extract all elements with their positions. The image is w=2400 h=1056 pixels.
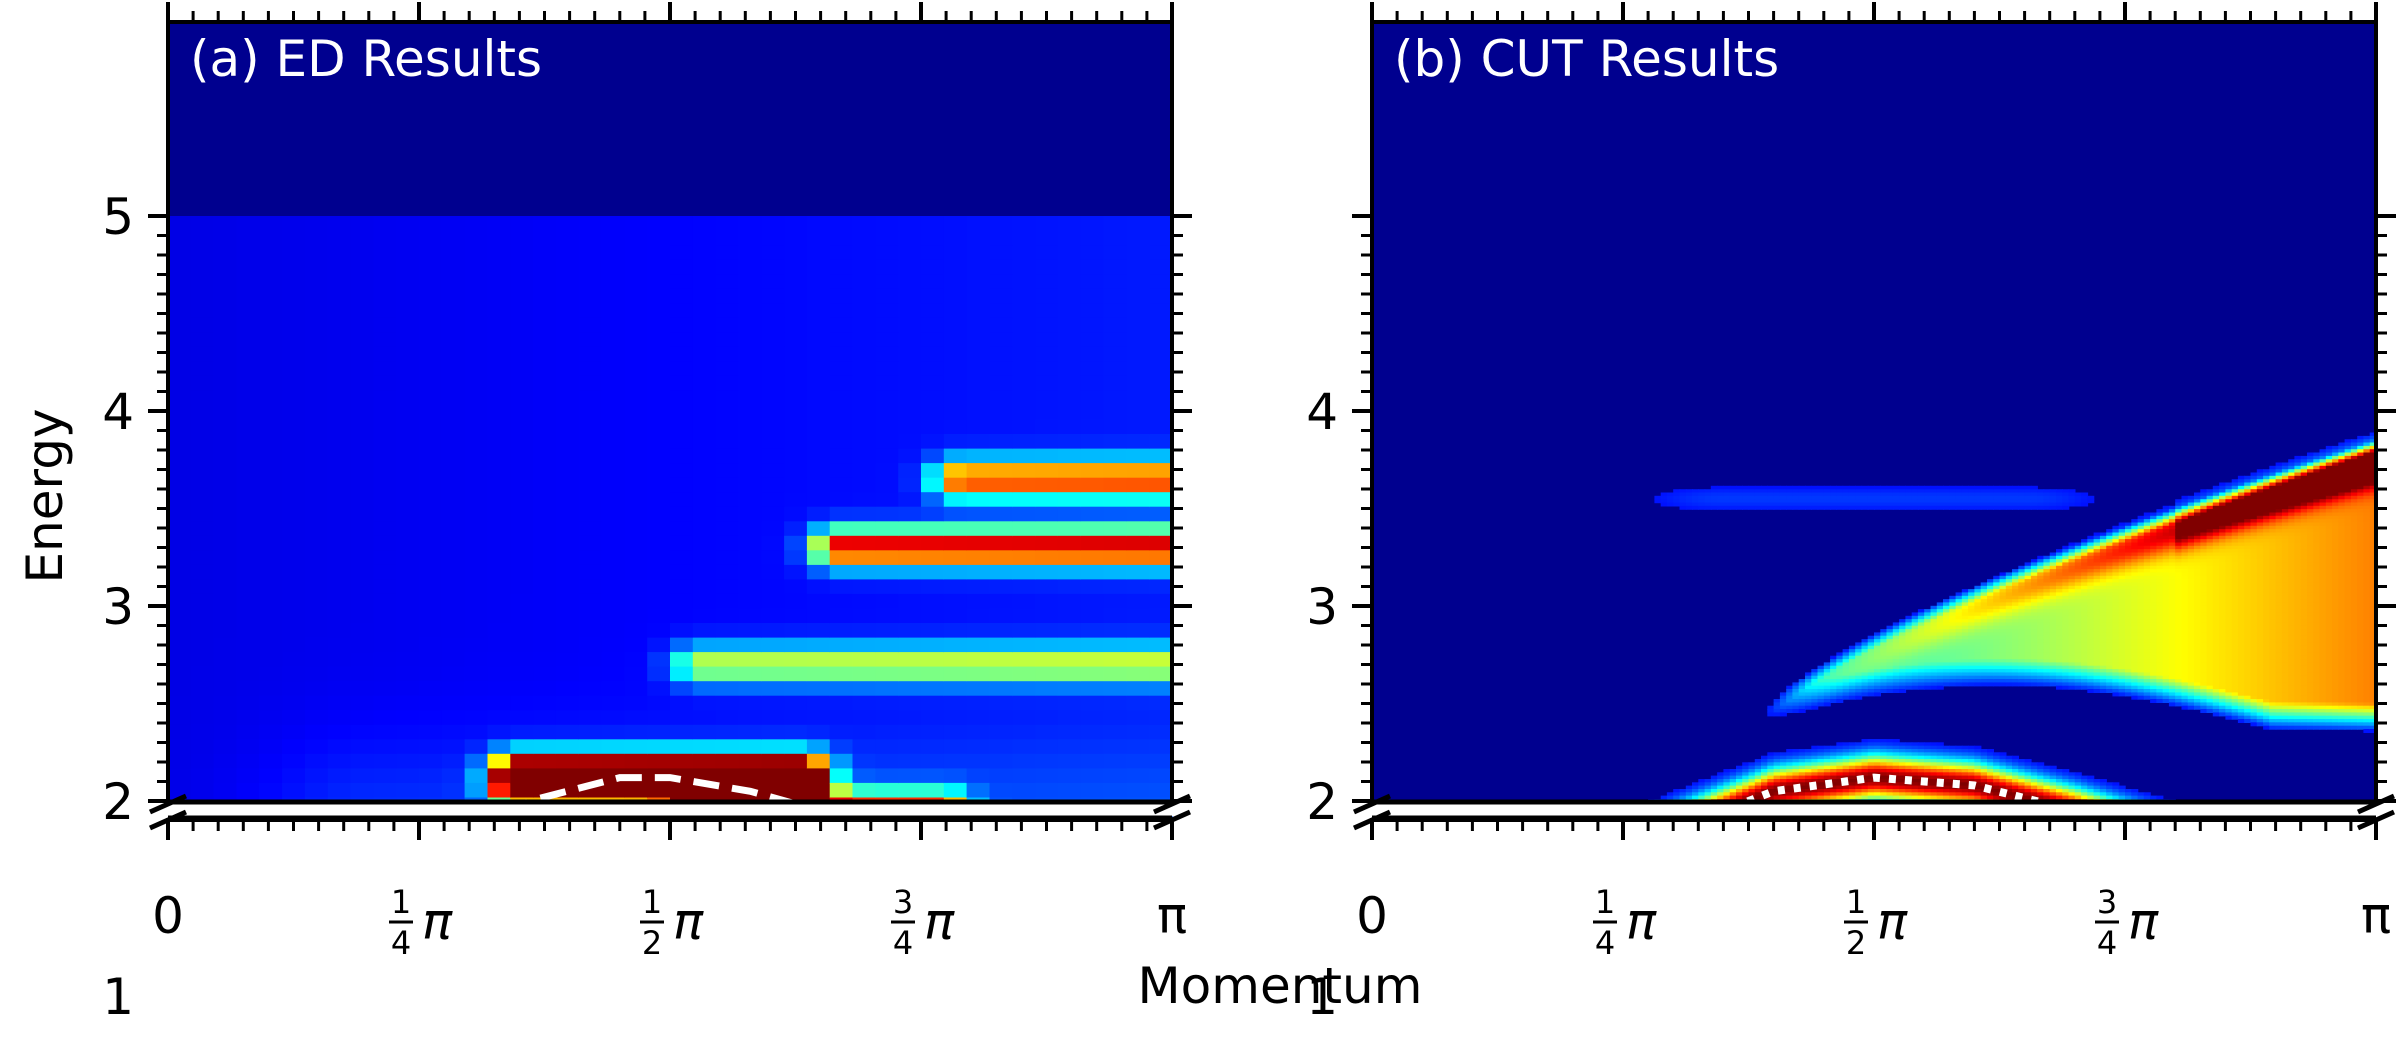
- y-tick-label: 3: [1306, 578, 1338, 636]
- x-tick-label: 14 π: [1593, 883, 1657, 962]
- y-tick-label: 2: [102, 773, 134, 831]
- x-tick-label: π: [2361, 887, 2391, 945]
- y-tick-label: 4: [1306, 383, 1338, 441]
- panel-cut-results: 0 14 π 12 π 34 π π 1 2 3 4 (b) CUT Results: [1306, 2, 2396, 1026]
- panel-title: (a) ED Results: [190, 30, 542, 88]
- x-tick-label: 34 π: [891, 883, 955, 962]
- x-axis-label: Momentum: [1138, 957, 1423, 1015]
- svg-text:4: 4: [391, 924, 411, 962]
- y-tick-label: 5: [102, 188, 134, 246]
- svg-text:4: 4: [893, 924, 913, 962]
- heatmap: [168, 216, 1173, 821]
- x-tick-label: 12 π: [1844, 883, 1908, 962]
- axis-break-gap: [1370, 804, 2378, 816]
- y-tick-label: 1: [102, 968, 134, 1026]
- y-axis-label: Energy: [16, 408, 74, 583]
- axis-break-mark: [1352, 793, 1392, 815]
- x-tick-label: 34 π: [2095, 883, 2159, 962]
- x-tick-label: 12 π: [640, 883, 704, 962]
- svg-text:π: π: [422, 893, 453, 951]
- y-tick-label: 2: [1306, 773, 1338, 831]
- x-tick-label: 14 π: [389, 883, 453, 962]
- svg-text:3: 3: [893, 883, 913, 921]
- y-tick-label: 3: [102, 578, 134, 636]
- svg-text:π: π: [673, 893, 704, 951]
- x-tick-label: π: [1157, 887, 1187, 945]
- svg-text:1: 1: [391, 883, 411, 921]
- axis-break-gap: [166, 804, 1174, 816]
- dispersion-line: [1735, 773, 2057, 802]
- x-tick-label: 0: [152, 887, 184, 945]
- y-tick-label: 1: [1306, 968, 1338, 1026]
- svg-text:π: π: [1157, 887, 1187, 945]
- axis-break-mark: [148, 793, 188, 815]
- x-tick-label: 0: [1356, 887, 1388, 945]
- svg-text:0: 0: [152, 887, 184, 945]
- svg-text:1: 1: [642, 883, 662, 921]
- panel-title: (b) CUT Results: [1394, 30, 1779, 88]
- y-tick-label: 4: [102, 383, 134, 441]
- axis-break-mark: [2356, 793, 2396, 815]
- axis-break-mark: [1152, 793, 1192, 815]
- svg-text:π: π: [924, 893, 955, 951]
- svg-text:2: 2: [642, 924, 662, 962]
